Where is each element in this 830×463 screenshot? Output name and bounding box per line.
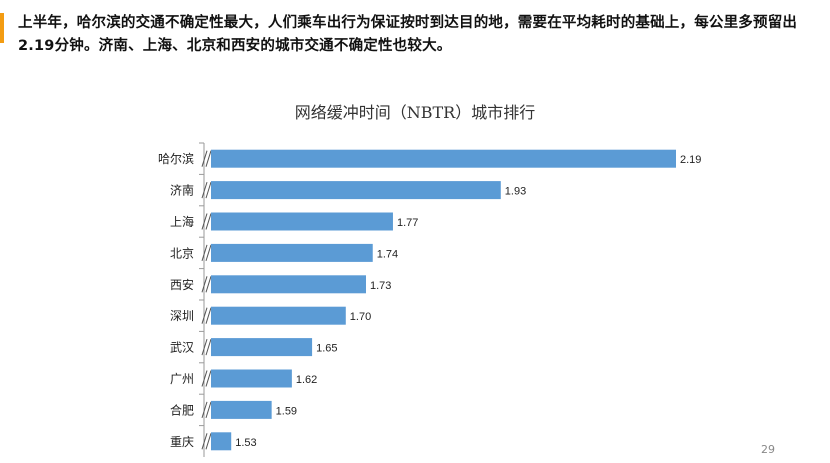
category-label: 西安: [170, 277, 194, 292]
axis-break-marker: [201, 401, 212, 419]
accent-bar: [0, 13, 4, 43]
category-label: 哈尔滨: [158, 151, 194, 166]
value-label: 1.62: [296, 374, 317, 386]
bar: [211, 306, 346, 325]
axis-break-marker: [201, 433, 212, 450]
axis-break-marker: [201, 276, 212, 293]
value-label: 1.93: [505, 186, 526, 198]
value-label: 1.74: [377, 248, 398, 260]
value-label: 1.70: [350, 311, 371, 323]
category-label: 广州: [170, 372, 194, 386]
bar: [211, 149, 676, 168]
bar: [211, 338, 313, 357]
page-number: 29: [761, 443, 775, 456]
value-label: 1.73: [370, 280, 391, 292]
intro-paragraph: 上半年，哈尔滨的交通不确定性最大，人们乘车出行为保证按时到达目的地，需要在平均耗…: [18, 15, 798, 54]
axis-break-marker: [201, 338, 212, 356]
chart-title: 网络缓冲时间（NBTR）城市排行: [294, 103, 536, 122]
axis-break-marker: [201, 150, 212, 167]
category-label: 深圳: [170, 309, 194, 323]
value-label: 1.65: [316, 343, 337, 355]
bar: [211, 181, 501, 200]
value-label: 1.53: [235, 437, 256, 449]
category-label: 合肥: [170, 402, 194, 417]
value-label: 1.77: [397, 217, 418, 229]
value-label: 1.59: [276, 405, 297, 417]
axis-break-marker: [201, 307, 212, 324]
category-label: 济南: [170, 183, 194, 198]
bar: [211, 369, 292, 388]
bar: [211, 243, 373, 262]
category-label: 重庆: [170, 435, 194, 449]
bar: [211, 212, 393, 231]
bar: [211, 432, 232, 451]
axis-break-marker: [201, 213, 212, 230]
category-label: 北京: [170, 246, 194, 260]
bar: [211, 400, 272, 419]
category-label: 上海: [170, 214, 194, 229]
axis-break-marker: [201, 370, 212, 387]
category-label: 武汉: [170, 341, 194, 355]
axis-break-marker: [201, 244, 212, 262]
axis-break-marker: [201, 181, 212, 199]
bar: [211, 275, 366, 294]
value-label: 2.19: [680, 154, 701, 166]
